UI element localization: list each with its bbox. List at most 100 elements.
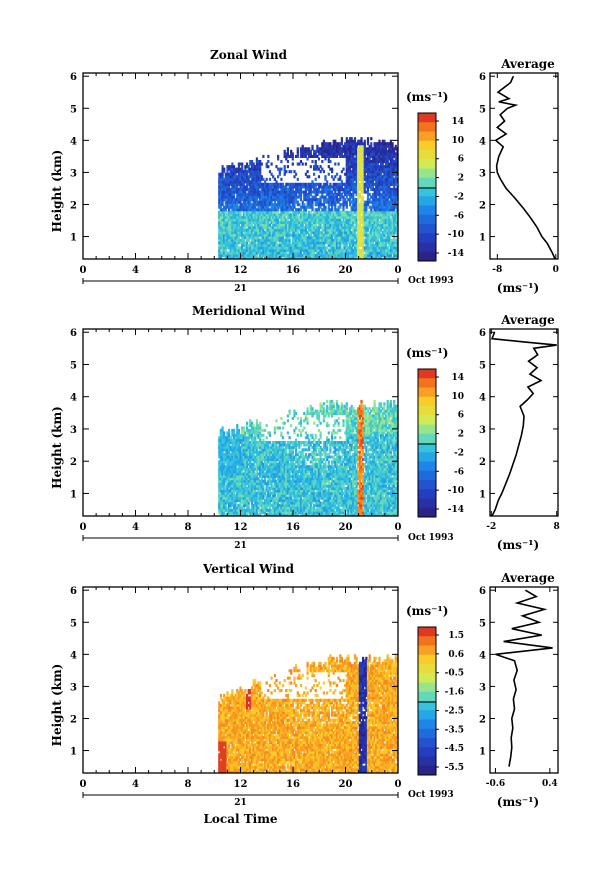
profile-title: Average <box>500 571 555 585</box>
profile-frame <box>489 328 559 517</box>
x-tick-label: 12 <box>234 779 248 790</box>
x-axis-label: Local Time <box>203 812 277 826</box>
profile-y-tick-label: 6 <box>479 72 486 83</box>
y-tick-label: 2 <box>70 200 77 211</box>
colorbar-tick-label: -5.5 <box>445 763 464 773</box>
profile-x-tick-label: 0.4 <box>542 779 558 789</box>
profile-frame <box>489 586 559 774</box>
x-tick-label: 12 <box>234 522 248 533</box>
colorbar-tick-label: 2 <box>458 430 464 440</box>
y-axis-label: Height (km) <box>50 664 64 747</box>
profile-y-tick-label: 1 <box>479 747 486 758</box>
colorbar-tick-label: -10 <box>448 230 464 240</box>
profile-x-tick-label: -0.6 <box>486 779 505 789</box>
average-profile-line <box>490 331 557 517</box>
profile-y-tick-label: 5 <box>479 104 486 115</box>
profile-y-tick-label: 6 <box>479 586 486 597</box>
y-tick-label: 1 <box>70 489 77 500</box>
profile-title: Average <box>500 313 555 327</box>
profile-y-tick-label: 1 <box>479 489 486 500</box>
colorbar-tick-label: -2 <box>454 448 464 458</box>
colorbar-tick-label: -4.5 <box>445 744 464 754</box>
y-tick-label: 6 <box>70 72 77 83</box>
colorbar-tick-label: 6 <box>458 411 464 421</box>
y-tick-label: 2 <box>70 457 77 468</box>
y-tick-label: 4 <box>70 393 77 404</box>
y-tick-label: 2 <box>70 714 77 725</box>
profile-y-tick-label: 3 <box>479 425 486 436</box>
colorbar <box>417 112 437 262</box>
y-tick-label: 1 <box>70 233 77 244</box>
x-tick-label: 0 <box>80 265 87 276</box>
colorbar-tick-label: 6 <box>458 155 464 165</box>
colorbar-unit: (ms⁻¹) <box>406 346 448 360</box>
x-tick-label: 20 <box>339 779 353 790</box>
profile-x-tick-label: 8 <box>554 522 560 532</box>
profile-y-tick-label: 6 <box>479 328 486 339</box>
profile-x-tick-label: -2 <box>486 522 496 532</box>
x-tick-label: 0 <box>80 779 87 790</box>
x-tick-label: 0 <box>395 779 402 790</box>
x-tick-label: 8 <box>185 779 192 790</box>
panel-title: Meridional Wind <box>192 304 306 318</box>
y-tick-label: 3 <box>70 168 77 179</box>
colorbar-tick-label: -1.6 <box>445 688 464 698</box>
y-tick-label: 3 <box>70 425 77 436</box>
y-tick-label: 6 <box>70 586 77 597</box>
profile-y-tick-label: 2 <box>479 457 486 468</box>
x-tick-label: 0 <box>395 522 402 533</box>
colorbar-tick-label: -10 <box>448 486 464 496</box>
x-tick-label: 16 <box>286 265 300 276</box>
colorbar <box>417 626 437 776</box>
colorbar-tick-label: -3.5 <box>445 725 464 735</box>
heatmap-cells <box>218 399 398 516</box>
profile-y-tick-label: 3 <box>479 168 486 179</box>
profile-y-tick-label: 5 <box>479 618 486 629</box>
colorbar-unit: (ms⁻¹) <box>406 604 448 618</box>
average-profile-line <box>495 589 553 767</box>
x-tick-label: 20 <box>339 522 353 533</box>
x-tick-label: 12 <box>234 265 248 276</box>
profile-x-axis-label: (ms⁻¹) <box>497 795 539 809</box>
x-tick-label: 16 <box>286 522 300 533</box>
x-tick-label: 4 <box>132 522 139 533</box>
profile-y-tick-label: 3 <box>479 682 486 693</box>
x-tick-label: 4 <box>132 265 139 276</box>
colorbar-unit: (ms⁻¹) <box>406 90 448 104</box>
y-tick-label: 3 <box>70 682 77 693</box>
day-label: 21 <box>234 798 247 808</box>
colorbar-tick-label: 10 <box>451 392 464 402</box>
y-tick-label: 5 <box>70 360 77 371</box>
colorbar-tick-label: 1.5 <box>448 631 464 641</box>
colorbar-tick-label: -14 <box>448 249 464 259</box>
x-tick-label: 0 <box>80 522 87 533</box>
profile-frame <box>489 72 559 260</box>
date-label: Oct 1993 <box>408 533 454 543</box>
colorbar-tick-label: 14 <box>451 373 464 383</box>
colorbar-tick-label: 10 <box>451 136 464 146</box>
profile-x-tick-label: 0 <box>553 265 559 275</box>
day-label: 21 <box>234 284 247 294</box>
day-label: 21 <box>234 541 247 551</box>
colorbar-tick-label: -2 <box>454 192 464 202</box>
profile-x-tick-label: -8 <box>492 265 502 275</box>
heatmap-cells <box>218 654 398 773</box>
y-tick-label: 5 <box>70 618 77 629</box>
x-tick-label: 20 <box>339 265 353 276</box>
colorbar-tick-label: -6 <box>454 211 464 221</box>
profile-x-axis-label: (ms⁻¹) <box>497 538 539 552</box>
profile-y-tick-label: 4 <box>479 136 486 147</box>
profile-y-tick-label: 4 <box>479 650 486 661</box>
x-tick-label: 16 <box>286 779 300 790</box>
y-axis-label: Height (km) <box>50 150 64 233</box>
colorbar-tick-label: -2.5 <box>445 706 464 716</box>
panel-title: Zonal Wind <box>210 48 288 62</box>
y-tick-label: 1 <box>70 747 77 758</box>
profile-x-axis-label: (ms⁻¹) <box>497 281 539 295</box>
profile-y-tick-label: 4 <box>479 393 486 404</box>
colorbar-tick-label: 14 <box>451 117 464 127</box>
colorbar <box>417 368 437 518</box>
colorbar-tick-label: -6 <box>454 467 464 477</box>
